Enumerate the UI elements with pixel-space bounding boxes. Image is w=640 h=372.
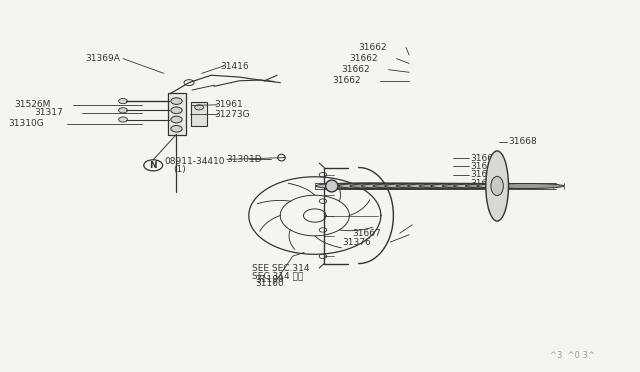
Text: 31376: 31376 bbox=[342, 238, 371, 247]
FancyBboxPatch shape bbox=[191, 102, 207, 126]
Ellipse shape bbox=[350, 183, 431, 189]
Text: 31317: 31317 bbox=[35, 108, 63, 118]
Ellipse shape bbox=[431, 183, 508, 189]
Ellipse shape bbox=[419, 183, 497, 189]
Text: 31100: 31100 bbox=[255, 275, 284, 283]
Text: 31100: 31100 bbox=[255, 279, 284, 288]
Ellipse shape bbox=[373, 183, 452, 189]
Text: 31273G: 31273G bbox=[214, 109, 250, 119]
Ellipse shape bbox=[488, 183, 564, 189]
Circle shape bbox=[118, 117, 127, 122]
Circle shape bbox=[118, 108, 127, 113]
Ellipse shape bbox=[316, 183, 397, 189]
Text: 31667: 31667 bbox=[352, 229, 381, 238]
Ellipse shape bbox=[339, 183, 419, 189]
Text: SEE SEC.314: SEE SEC.314 bbox=[252, 264, 309, 273]
Text: ^3  ^0 3^: ^3 ^0 3^ bbox=[550, 351, 595, 360]
Text: SEC.314 参照: SEC.314 参照 bbox=[252, 271, 303, 280]
Circle shape bbox=[118, 99, 127, 104]
Circle shape bbox=[171, 107, 182, 113]
Text: 31662: 31662 bbox=[358, 43, 387, 52]
Text: 08911-34410: 08911-34410 bbox=[164, 157, 225, 166]
Circle shape bbox=[171, 98, 182, 105]
Text: N: N bbox=[149, 161, 157, 170]
Circle shape bbox=[171, 125, 182, 132]
Text: 31961: 31961 bbox=[214, 100, 243, 109]
Text: 31662: 31662 bbox=[332, 76, 361, 85]
Text: 31526M: 31526M bbox=[14, 100, 51, 109]
Text: 31310G: 31310G bbox=[9, 119, 44, 128]
Ellipse shape bbox=[442, 183, 519, 189]
Circle shape bbox=[195, 105, 204, 110]
Text: 31301D: 31301D bbox=[227, 155, 262, 164]
Ellipse shape bbox=[491, 176, 504, 196]
Ellipse shape bbox=[396, 183, 475, 189]
Text: 31666: 31666 bbox=[470, 170, 499, 179]
Text: 31662: 31662 bbox=[349, 54, 378, 63]
Ellipse shape bbox=[454, 183, 531, 189]
Ellipse shape bbox=[486, 151, 508, 221]
Ellipse shape bbox=[362, 183, 442, 189]
Circle shape bbox=[171, 116, 182, 123]
Text: 31369A: 31369A bbox=[85, 54, 120, 63]
Ellipse shape bbox=[385, 183, 464, 189]
Text: (1): (1) bbox=[173, 165, 186, 174]
Ellipse shape bbox=[477, 183, 552, 189]
Ellipse shape bbox=[326, 180, 338, 192]
Text: 31668: 31668 bbox=[508, 137, 536, 146]
Text: 31666: 31666 bbox=[470, 154, 499, 163]
Ellipse shape bbox=[408, 183, 486, 189]
Text: 31666: 31666 bbox=[470, 179, 499, 188]
Ellipse shape bbox=[327, 183, 408, 189]
Text: 31666: 31666 bbox=[470, 162, 499, 171]
FancyBboxPatch shape bbox=[168, 93, 186, 135]
Ellipse shape bbox=[465, 183, 541, 189]
Text: 31662: 31662 bbox=[341, 65, 369, 74]
Text: 31416: 31416 bbox=[221, 61, 249, 71]
